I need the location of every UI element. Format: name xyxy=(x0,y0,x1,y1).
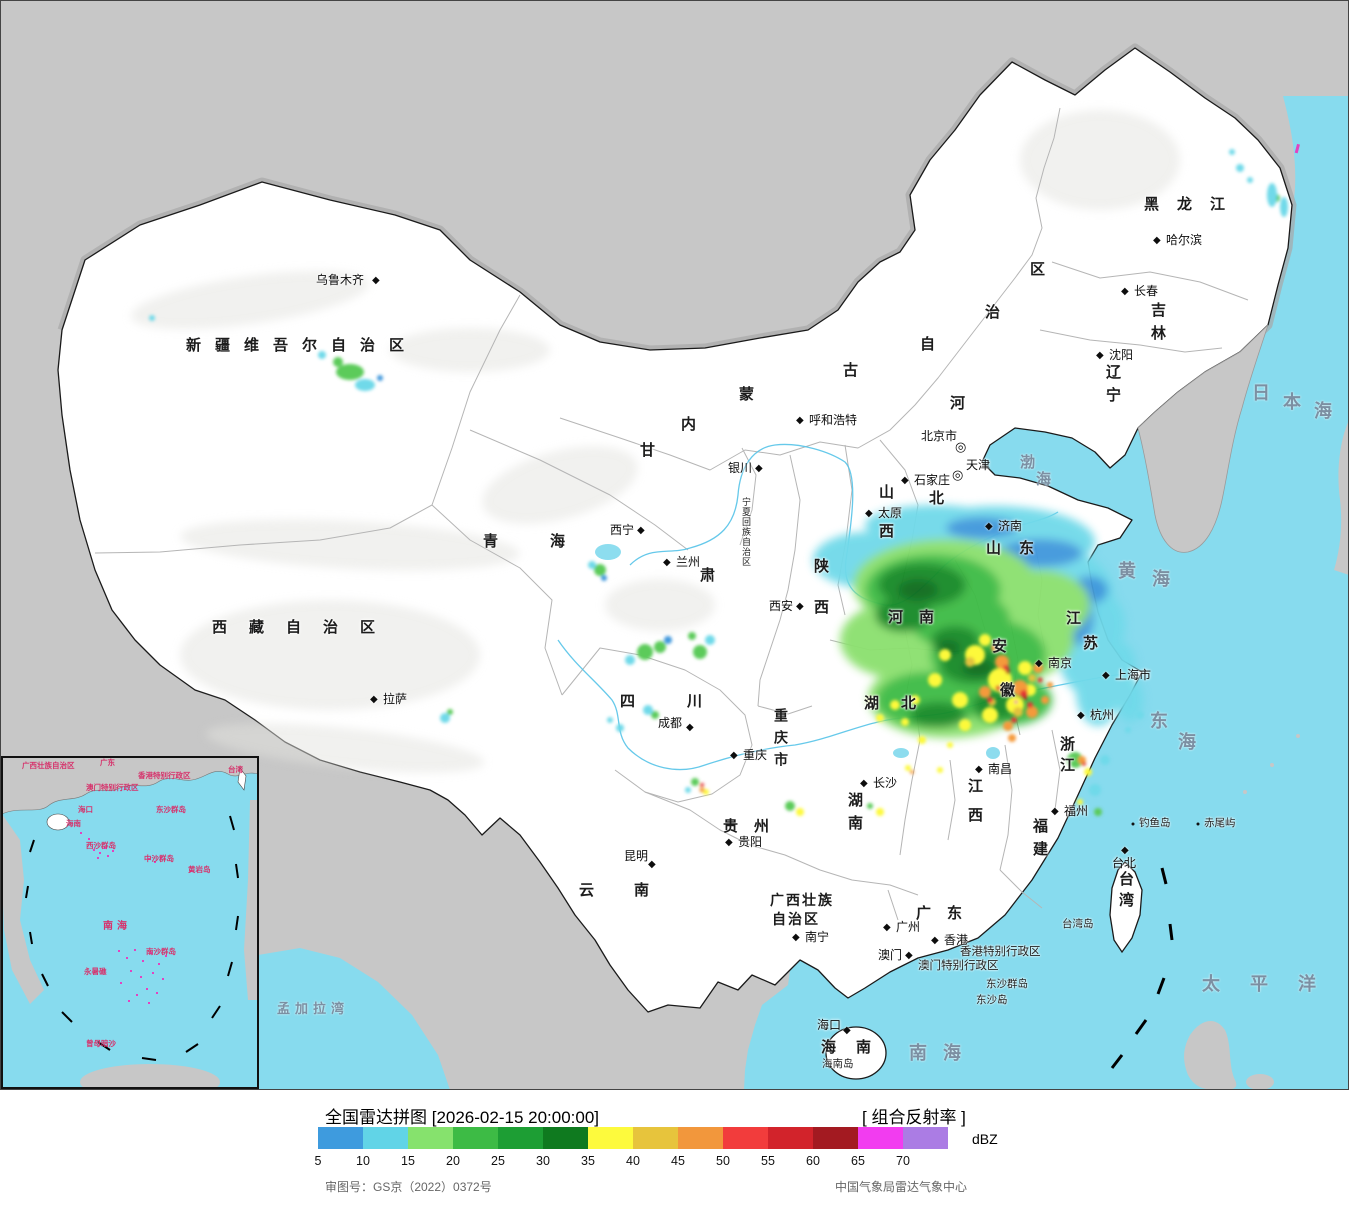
scale-swatch-45 xyxy=(678,1127,723,1149)
hainan-island-shape xyxy=(825,1026,887,1080)
scale-swatch-30 xyxy=(543,1127,588,1149)
terrain-shading xyxy=(131,110,1180,773)
china-map-svg xyxy=(0,0,1349,1090)
philippine-islands xyxy=(1184,734,1300,1090)
scattered-echoes xyxy=(149,149,1288,816)
east-seas xyxy=(744,96,1349,1090)
scale-swatch-20 xyxy=(453,1127,498,1149)
inset-map xyxy=(2,757,258,1088)
inset-border xyxy=(1,756,259,1089)
scale-value-40: 40 xyxy=(626,1154,640,1168)
scale-value-15: 15 xyxy=(401,1154,415,1168)
scale-value-30: 30 xyxy=(536,1154,550,1168)
scale-swatch-50 xyxy=(723,1127,768,1149)
bay-of-bengal xyxy=(258,948,450,1090)
map-area: 新疆维吾尔自治区 西藏自治区 青海甘肃内蒙古自治区黑龙江 吉林 辽宁河北山西 山东 陕西 河南… xyxy=(0,0,1349,1090)
scale-value-10: 10 xyxy=(356,1154,370,1168)
scale-swatch-65 xyxy=(858,1127,903,1149)
color-scale xyxy=(318,1127,948,1149)
scale-value-65: 65 xyxy=(851,1154,865,1168)
nine-dash-line xyxy=(1110,867,1174,1069)
scale-swatch-60 xyxy=(813,1127,858,1149)
scale-swatch-5 xyxy=(318,1127,363,1149)
approval-number: 审图号：GS京（2022）0372号 xyxy=(325,1180,492,1194)
scale-swatch-10 xyxy=(363,1127,408,1149)
product-label: [ 组合反射率 ] xyxy=(862,1108,966,1127)
scale-swatch-70 xyxy=(903,1127,948,1149)
map-title: 全国雷达拼图 [2026-02-15 20:00:00] xyxy=(325,1108,600,1127)
radar-echoes xyxy=(149,149,1288,816)
small-island-dots xyxy=(998,822,1200,1002)
scale-swatch-15 xyxy=(408,1127,453,1149)
scale-value-45: 45 xyxy=(671,1154,685,1168)
scale-value-60: 60 xyxy=(806,1154,820,1168)
inset-nine-dash xyxy=(25,815,239,1061)
scale-value-25: 25 xyxy=(491,1154,505,1168)
scale-swatch-25 xyxy=(498,1127,543,1149)
scale-value-55: 55 xyxy=(761,1154,775,1168)
unit-label: dBZ xyxy=(972,1131,998,1147)
ne-magenta-echo xyxy=(1294,143,1300,154)
scale-swatch-40 xyxy=(633,1127,678,1149)
scale-value-5: 5 xyxy=(314,1154,322,1168)
legend-bar: 全国雷达拼图 [2026-02-15 20:00:00] [ 组合反射率 ] d… xyxy=(0,1090,1349,1208)
credit: 中国气象局雷达气象中心 xyxy=(835,1180,968,1194)
taiwan-island-shape xyxy=(1109,861,1143,954)
scale-value-50: 50 xyxy=(716,1154,730,1168)
scale-swatch-55 xyxy=(768,1127,813,1149)
scale-value-20: 20 xyxy=(446,1154,460,1168)
korea-peninsula xyxy=(1137,324,1269,553)
japan-coast-sliver xyxy=(1334,420,1349,575)
scale-value-35: 35 xyxy=(581,1154,595,1168)
scale-swatch-35 xyxy=(588,1127,633,1149)
lakes xyxy=(595,544,1000,759)
scale-values: 5 10 15 20 25 30 35 40 45 50 55 60 65 70 xyxy=(0,1090,1349,1208)
inset-island-specks xyxy=(80,832,192,1004)
scale-value-70: 70 xyxy=(896,1154,910,1168)
